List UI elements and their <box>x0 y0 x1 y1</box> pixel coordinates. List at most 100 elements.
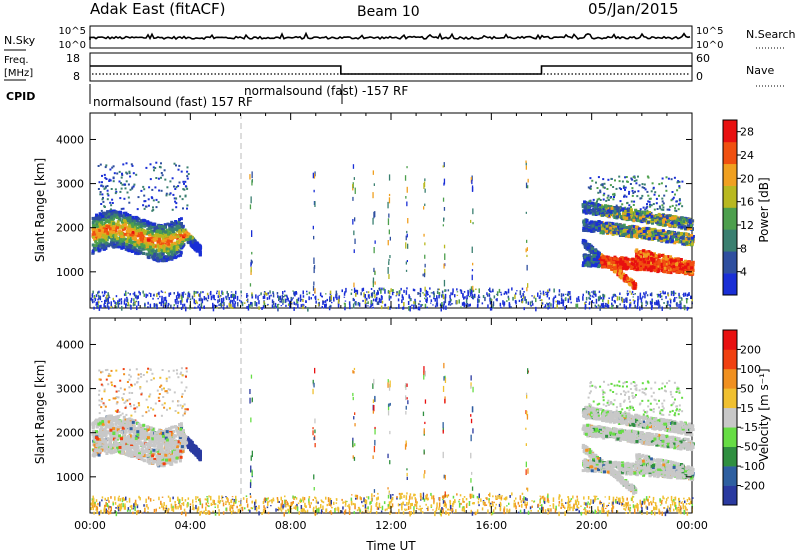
scatter-cell <box>636 210 640 214</box>
scatter-cell <box>123 197 126 200</box>
scatter-cell <box>381 287 383 291</box>
scatter-cell <box>619 303 621 306</box>
scatter-cell <box>661 259 665 263</box>
scatter-cell <box>602 178 605 181</box>
scatter-cell <box>408 296 411 299</box>
scatter-cell <box>379 287 381 291</box>
scatter-cell <box>218 298 221 303</box>
scatter-cell <box>271 304 274 309</box>
scatter-cell <box>433 292 435 298</box>
scatter-cell <box>669 258 673 261</box>
scatter-cell <box>370 300 373 305</box>
scatter-cell <box>662 220 666 224</box>
scatter-cell <box>635 179 638 182</box>
scatter-cell <box>586 261 590 265</box>
scatter-cell <box>539 290 541 292</box>
scatter-cell <box>149 163 152 166</box>
scatter-cell <box>362 287 365 292</box>
scatter-cell <box>263 302 266 307</box>
scatter-cell <box>444 293 447 299</box>
scatter-cell <box>686 262 690 266</box>
scatter-cell <box>675 235 679 239</box>
scatter-cell <box>680 270 683 274</box>
scatter-cell <box>335 294 337 299</box>
scatter-cell <box>179 222 183 226</box>
scatter-cell <box>633 230 637 234</box>
scatter-cell <box>674 193 676 196</box>
scatter-cell <box>599 305 601 311</box>
scatter-cell <box>178 218 181 221</box>
scatter-cell <box>600 261 604 265</box>
scatter-cell <box>166 235 170 239</box>
scatter-cell <box>157 201 160 204</box>
nsky-label: N.Sky <box>4 34 36 47</box>
scatter-cell <box>665 185 667 188</box>
scatter-cell <box>133 298 135 302</box>
scatter-cell <box>569 291 571 295</box>
scatter-cell <box>599 191 602 194</box>
scatter-cell <box>676 218 679 222</box>
scatter-cell <box>107 292 109 297</box>
scatter-cell <box>656 216 659 220</box>
scatter-cell <box>158 291 160 296</box>
scatter-cell <box>535 306 537 312</box>
scatter-cell <box>673 215 677 219</box>
scatter-cell <box>675 267 679 271</box>
scatter-cell <box>378 287 380 290</box>
scatter-cell <box>647 255 651 259</box>
scatter-cell <box>141 251 145 255</box>
scatter-cell <box>136 305 138 311</box>
scatter-cell <box>230 299 232 303</box>
scatter-cell <box>616 225 620 229</box>
scatter-cell <box>651 182 654 185</box>
scatter-cell <box>145 220 149 224</box>
scatter-cell <box>411 304 413 307</box>
scatter-cell <box>620 264 624 268</box>
scatter-cell <box>656 301 659 306</box>
scatter-cell <box>647 250 651 254</box>
scatter-cell <box>626 293 629 296</box>
scatter-cell <box>213 304 216 307</box>
scatter-cell <box>158 227 162 231</box>
scatter-cell <box>598 228 601 232</box>
scatter-cell <box>147 248 151 252</box>
scatter-cell <box>177 226 181 230</box>
scatter-cell <box>144 247 148 251</box>
scatter-cell <box>647 227 651 230</box>
scatter-cell <box>183 291 185 294</box>
scatter-cell <box>586 205 590 209</box>
scatter-cell <box>642 230 646 233</box>
scatter-cell <box>666 259 670 263</box>
scatter-cell <box>650 292 653 297</box>
scatter-cell <box>186 170 189 173</box>
scatter-cell <box>626 297 628 302</box>
scatter-cell <box>602 208 606 212</box>
scatter-cell <box>117 231 121 235</box>
scatter-cell <box>597 220 601 223</box>
scatter-cell <box>617 305 619 307</box>
scatter-cell <box>255 294 257 299</box>
scatter-cell <box>161 291 164 293</box>
scatter-cell <box>676 231 680 235</box>
scatter-cell <box>492 288 494 293</box>
scatter-cell <box>299 294 302 299</box>
scatter-cell <box>668 208 671 211</box>
scatter-cell <box>595 206 598 209</box>
scatter-cell <box>133 248 137 252</box>
scatter-cell <box>206 299 209 302</box>
scatter-cell <box>632 266 636 269</box>
scatter-cell <box>91 216 95 220</box>
scatter-cell <box>669 260 673 264</box>
scatter-cell <box>599 295 601 300</box>
scatter-cell <box>304 306 307 308</box>
scatter-cell <box>669 299 672 304</box>
scatter-cell <box>616 215 619 219</box>
scatter-cell <box>351 289 353 291</box>
scatter-cell <box>615 187 618 190</box>
scatter-cell <box>152 166 155 169</box>
scatter-cell <box>612 260 616 264</box>
scatter-cell <box>429 295 431 298</box>
scatter-cell <box>633 267 637 271</box>
scatter-cell <box>550 303 552 307</box>
scatter-cell <box>200 297 202 302</box>
